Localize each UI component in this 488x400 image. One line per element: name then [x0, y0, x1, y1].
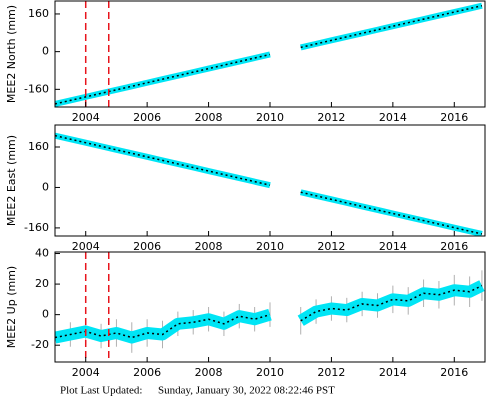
- y-tick-label: 160: [28, 7, 49, 20]
- x-tick-label: 2006: [133, 111, 161, 124]
- footer-timestamp: Sunday, January 30, 2022 08:22:46 PST: [158, 385, 335, 397]
- x-tick-label: 2016: [440, 111, 468, 124]
- y-tick-label: 20: [35, 277, 49, 290]
- data-line: [55, 4, 483, 105]
- x-tick-label: 2012: [317, 111, 345, 124]
- x-tick-label: 2010: [256, 240, 284, 253]
- x-tick-label: 2004: [72, 366, 100, 379]
- y-axis-label: MEE2 East (mm): [5, 135, 18, 226]
- x-tick-label: 2006: [133, 366, 161, 379]
- y-tick-label: 0: [42, 45, 49, 58]
- x-tick-label: 2010: [256, 111, 284, 124]
- x-tick-label: 2014: [379, 240, 407, 253]
- data-line: [55, 284, 483, 339]
- x-tick-label: 2016: [440, 240, 468, 253]
- plot-area: [55, 252, 485, 362]
- data-line: [55, 134, 483, 235]
- y-tick-label: -160: [24, 82, 49, 95]
- x-tick-label: 2004: [72, 111, 100, 124]
- y-tick-label: 160: [28, 140, 49, 153]
- x-tick-label: 2016: [440, 366, 468, 379]
- x-tick-label: 2012: [317, 240, 345, 253]
- x-tick-label: 2004: [72, 240, 100, 253]
- x-tick-label: 2008: [195, 111, 223, 124]
- x-tick-label: 2006: [133, 240, 161, 253]
- y-tick-label: 40: [35, 247, 49, 260]
- x-tick-label: 2014: [379, 366, 407, 379]
- data-band: [55, 280, 485, 344]
- x-tick-label: 2008: [195, 366, 223, 379]
- x-tick-label: 2012: [317, 366, 345, 379]
- y-tick-label: -160: [24, 221, 49, 234]
- plot-area: [55, 132, 483, 236]
- footer-label: Plot Last Updated:: [60, 385, 143, 397]
- y-tick-label: 0: [42, 308, 49, 321]
- x-tick-label: 2010: [256, 366, 284, 379]
- plot-area: [55, 1, 483, 107]
- y-axis-label: MEE2 North (mm): [5, 5, 18, 103]
- x-tick-label: 2014: [379, 111, 407, 124]
- y-tick-label: -20: [31, 338, 49, 351]
- y-axis-label: MEE2 Up (mm): [5, 266, 18, 348]
- x-tick-label: 2008: [195, 240, 223, 253]
- y-tick-label: 0: [42, 180, 49, 193]
